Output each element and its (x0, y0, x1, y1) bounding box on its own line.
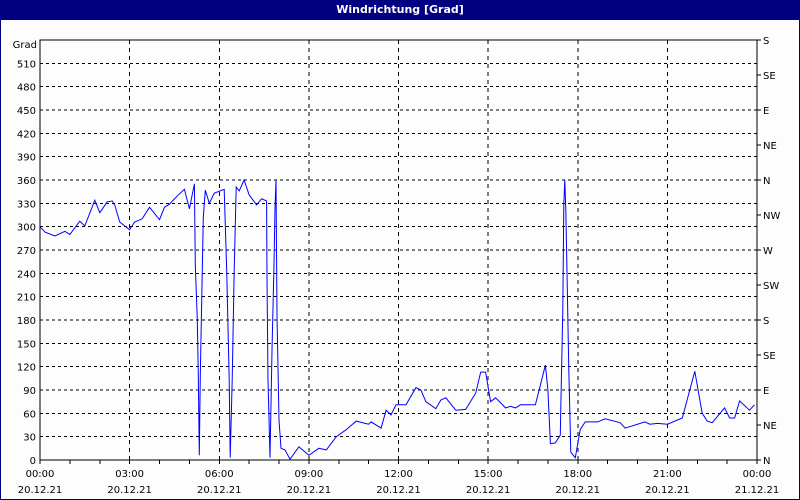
x-tick-date: 20.12.21 (107, 485, 152, 496)
x-tick-date: 20.12.21 (18, 485, 63, 496)
right-axis-label: SW (763, 281, 779, 292)
right-axis-label: NW (763, 211, 780, 222)
y-tick-label: 390 (17, 153, 36, 164)
x-tick-time: 00:00 (26, 469, 55, 480)
y-tick-label: 360 (17, 176, 36, 187)
x-tick-time: 15:00 (474, 469, 503, 480)
x-tick-date: 20.12.21 (466, 485, 511, 496)
y-tick-label: 210 (17, 293, 36, 304)
x-tick-time: 18:00 (563, 469, 592, 480)
y-tick-label: 420 (17, 129, 36, 140)
right-axis-label: NE (763, 421, 777, 432)
right-axis-label: SE (763, 351, 776, 362)
chart-title: Windrichtung [Grad] (0, 0, 800, 20)
wind-direction-series-line (39, 178, 755, 461)
x-tick-time: 12:00 (384, 469, 413, 480)
y-tick-label: 180 (17, 316, 36, 327)
x-tick-date: 20.12.21 (197, 485, 242, 496)
y-tick-label: 330 (17, 199, 36, 210)
x-tick-date: 20.12.21 (645, 485, 690, 496)
y-tick-label: 300 (17, 223, 36, 234)
plot-area (39, 39, 758, 461)
y-tick-label: 240 (17, 269, 36, 280)
x-tick-time: 03:00 (115, 469, 144, 480)
y-tick-label: 0 (30, 456, 36, 467)
right-axis-label: NE (763, 141, 777, 152)
x-tick-time: 09:00 (294, 469, 323, 480)
x-tick-date: 20.12.21 (555, 485, 600, 496)
y-tick-label: 120 (17, 363, 36, 374)
right-axis-top-label: S (763, 36, 769, 47)
y-tick-label: 450 (17, 106, 36, 117)
y-tick-label: 480 (17, 83, 36, 94)
x-tick-time: 06:00 (205, 469, 234, 480)
y-tick-label: 150 (17, 339, 36, 350)
y-tick-label: 510 (17, 59, 36, 70)
right-axis-label: E (763, 386, 769, 397)
right-axis-label: W (763, 246, 773, 257)
y-tick-label: 90 (23, 386, 36, 397)
y-tick-label: 30 (23, 433, 36, 444)
x-tick-time: 00:00 (743, 469, 772, 480)
right-axis-label: S (763, 316, 769, 327)
y-tick-label: 60 (23, 409, 36, 420)
x-tick-date: 20.12.21 (376, 485, 421, 496)
right-axis-label: E (763, 106, 769, 117)
right-axis-label: N (763, 176, 770, 187)
x-tick-date: 20.12.21 (287, 485, 332, 496)
right-axis-label: SE (763, 71, 776, 82)
x-tick-date: 21.12.21 (735, 485, 780, 496)
right-axis-label: N (763, 456, 770, 467)
x-tick-time: 21:00 (653, 469, 682, 480)
y-axis-label: Grad (13, 40, 37, 51)
y-tick-label: 270 (17, 246, 36, 257)
